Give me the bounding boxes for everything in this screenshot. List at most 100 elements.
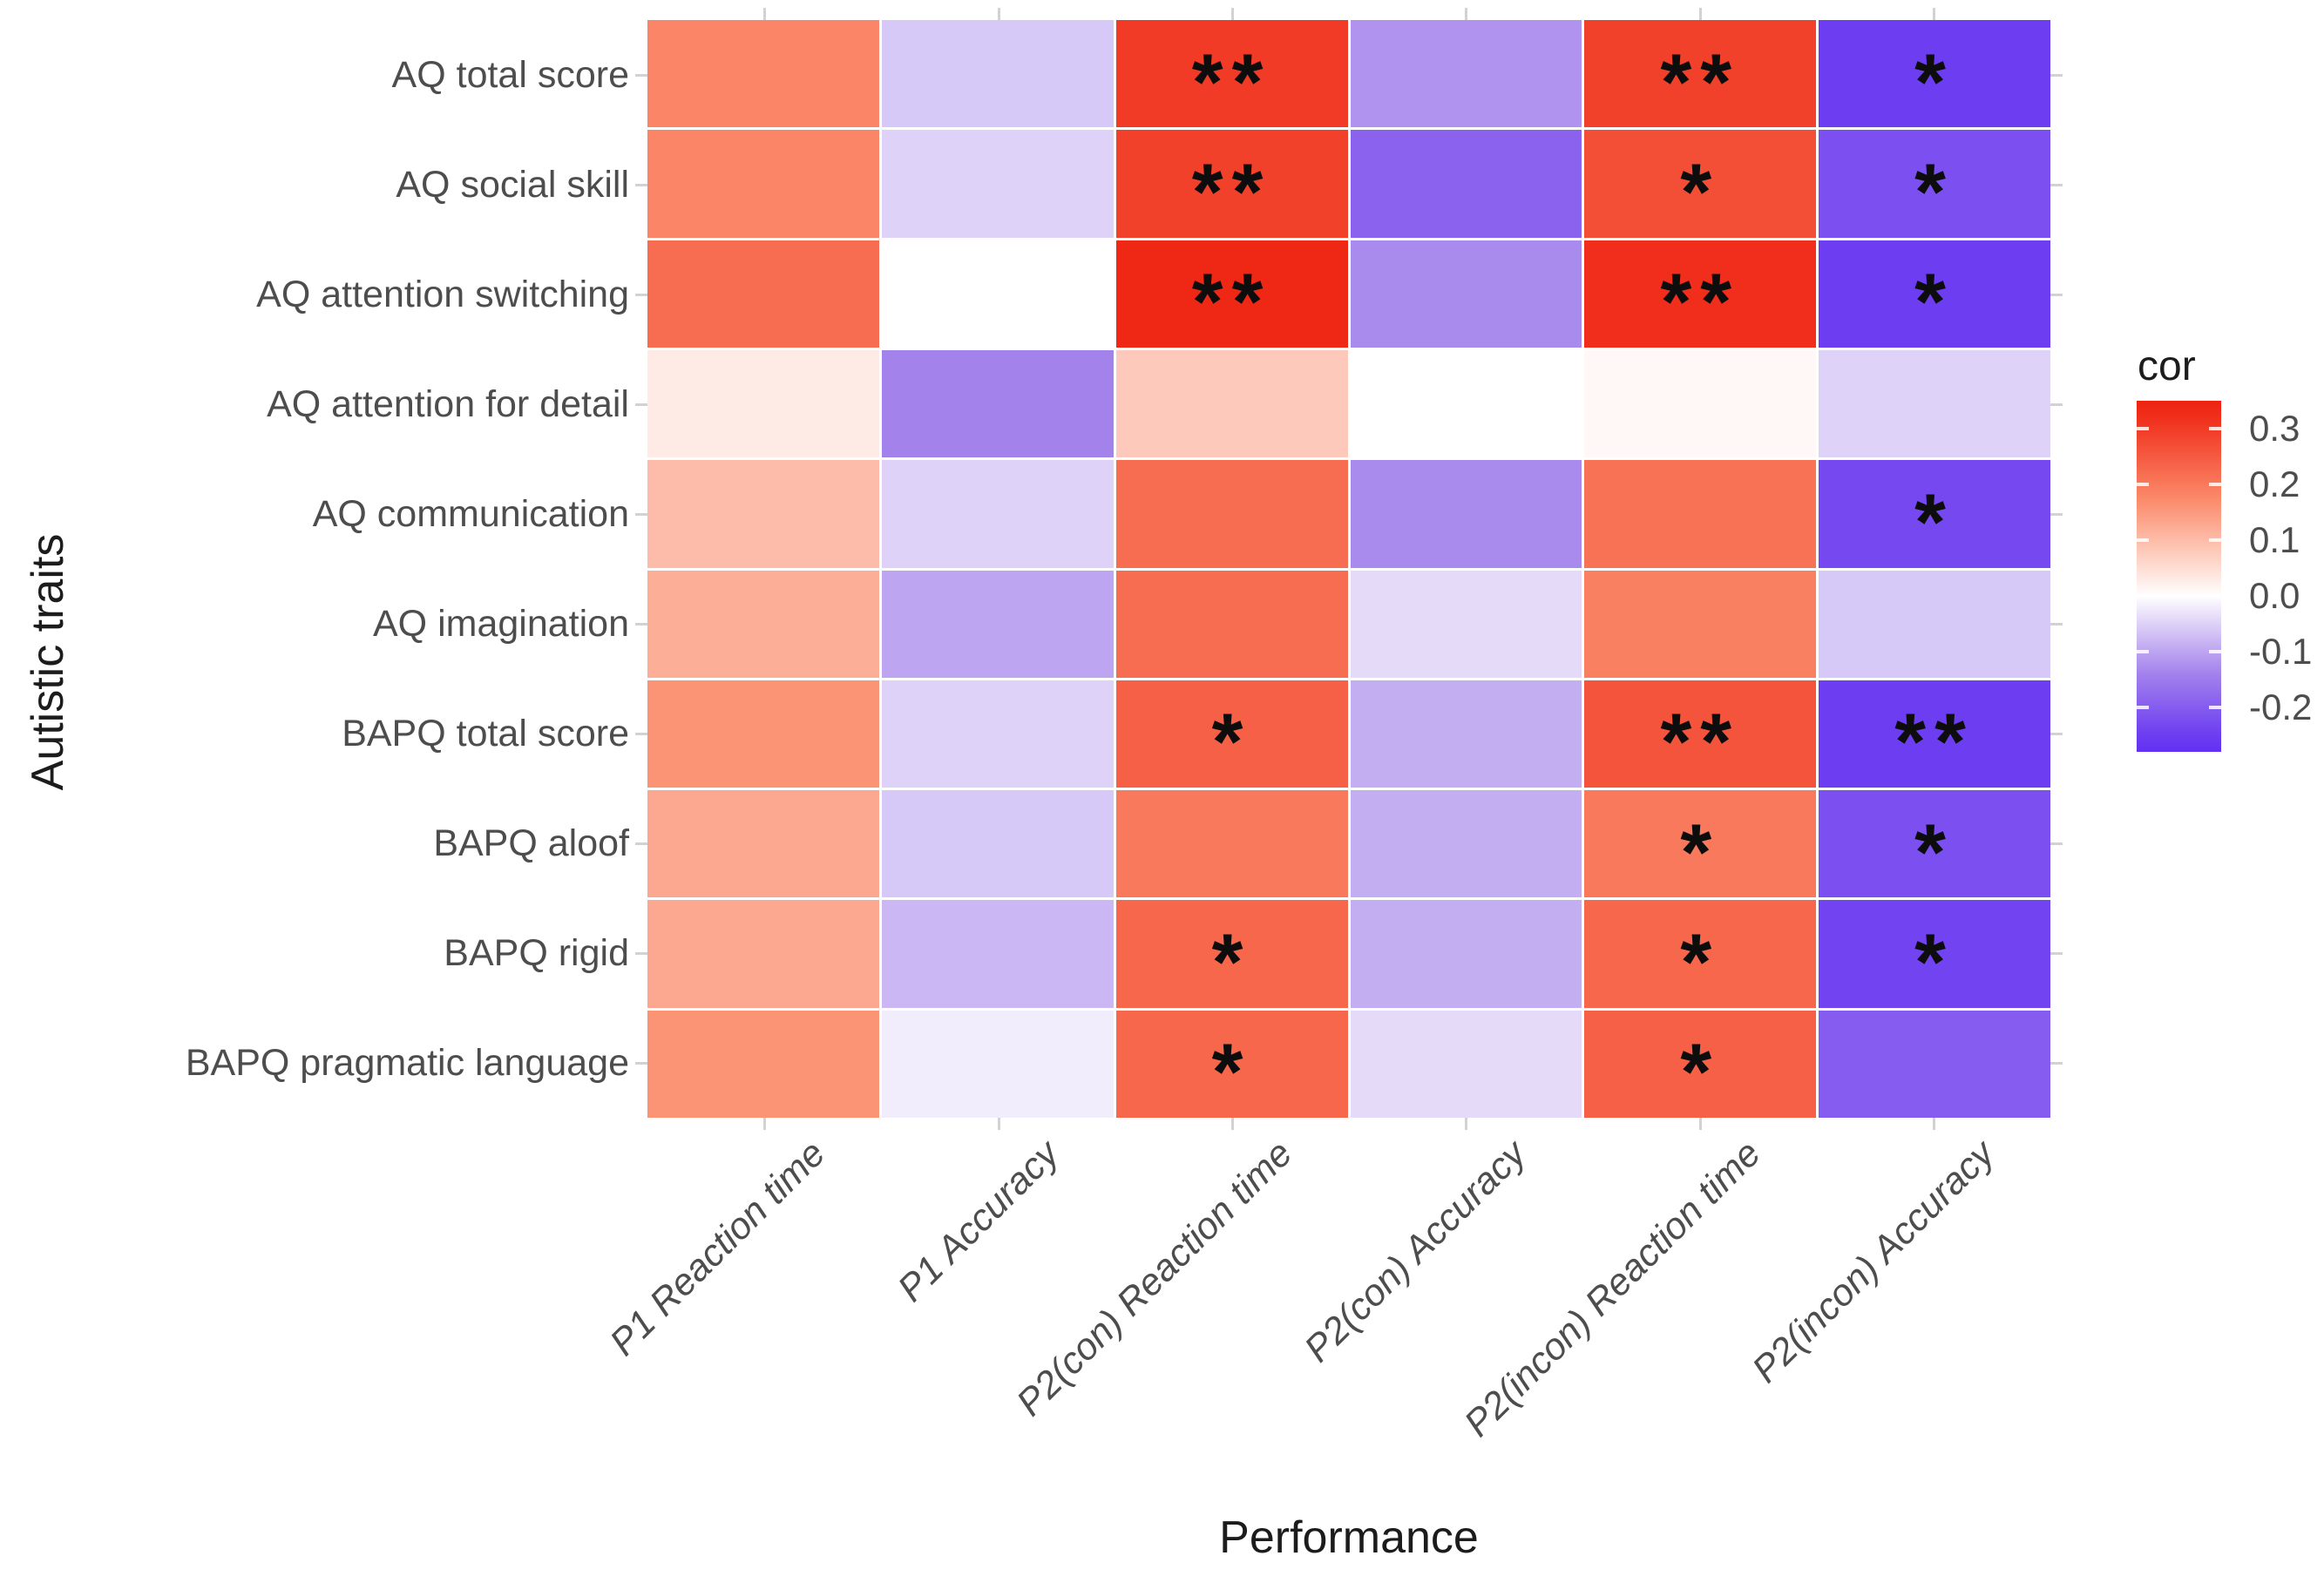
legend-tick-notch [2137,705,2149,709]
axis-tick-mark [635,1062,647,1065]
heatmap-cell: ** [1115,20,1348,128]
heatmap-cell: * [1819,790,2050,898]
heatmap-cell [881,680,1114,788]
heatmap-cell [647,1010,879,1118]
axis-tick-mark [1932,1118,1935,1130]
heatmap-cell [1350,1010,1582,1118]
legend-title: cor [2138,343,2196,389]
axis-tick-mark [1698,8,1702,20]
heatmap-cell [1819,570,2050,678]
heatmap-cell: * [1584,1010,1817,1118]
legend-tick-label: 0.2 [2249,463,2300,504]
heatmap-cell [1350,680,1582,788]
heatmap-cell: * [1584,130,1817,238]
heatmap-cell: ** [1115,130,1348,238]
axis-tick-mark [1465,1118,1468,1130]
axis-tick-mark [635,842,647,845]
significance-star: * [1914,808,1955,897]
axis-tick-mark [1465,8,1468,20]
heatmap-cell [1350,130,1582,238]
heatmap-cell [1350,240,1582,348]
y-tick-label: AQ communication [312,493,629,535]
significance-star: * [1914,258,1955,348]
axis-tick-mark [2050,842,2063,845]
significance-star: * [1680,147,1721,237]
heatmap-cell [647,130,879,238]
x-tick-label: P1 Reaction time [601,1133,834,1364]
heatmap-cell [881,130,1114,238]
axis-tick-mark [635,74,647,77]
axis-tick-mark [763,1118,767,1130]
heatmap-cell: * [1819,20,2050,128]
legend-gradient-bar [2137,401,2221,752]
axis-tick-mark [635,623,647,626]
x-tick-label: P1 Accuracy [889,1133,1067,1310]
significance-star: * [1211,1028,1252,1118]
legend-tick-label: 0.0 [2249,574,2300,616]
heatmap-cell [1350,790,1582,898]
significance-star: * [1211,918,1252,1008]
heatmap-cell [881,1010,1114,1118]
y-tick-label: AQ social skill [396,164,629,206]
axis-tick-mark [2050,1062,2063,1065]
heatmap-cell [1115,460,1348,568]
x-tick-label: P2(con) Accuracy [1297,1133,1535,1370]
heatmap-cell: ** [1584,240,1817,348]
legend-tick-notch [2209,538,2221,542]
legend-tick-notch [2209,426,2221,430]
significance-star: * [1680,918,1721,1008]
heatmap-cell [881,790,1114,898]
heatmap-cell [647,20,879,128]
heatmap-cell [647,680,879,788]
y-tick-label: BAPQ aloof [433,822,629,864]
axis-tick-mark [1698,1118,1702,1130]
heatmap-cell [1350,460,1582,568]
heatmap-cell: ** [1115,240,1348,348]
axis-tick-mark [997,1118,1000,1130]
heatmap-cell: * [1584,900,1817,1008]
heatmap-cell [647,570,879,678]
significance-star: ** [1660,258,1741,348]
y-tick-label: BAPQ pragmatic language [185,1042,629,1084]
heatmap-cell [647,460,879,568]
heatmap-panel: ** ** * ** * * ** ** * * * ** ** * * * * * * * [647,20,2050,1118]
axis-tick-mark [1230,8,1234,20]
heatmap-cell [1819,349,2050,458]
heatmap-cell [1584,460,1817,568]
heatmap-cell: * [1115,680,1348,788]
x-axis-title: Performance [1219,1512,1479,1563]
axis-tick-mark [635,294,647,296]
heatmap-cell [647,790,879,898]
significance-star: ** [1191,258,1272,348]
axis-tick-mark [1230,1118,1234,1130]
significance-star: * [1914,477,1955,567]
y-tick-label: AQ attention switching [256,274,629,315]
heatmap-cell: * [1819,240,2050,348]
significance-star: * [1914,918,1955,1008]
axis-tick-mark [2050,623,2063,626]
significance-star: ** [1660,698,1741,788]
significance-star: ** [1191,147,1272,237]
heatmap-cell [1115,349,1348,458]
y-tick-label: BAPQ total score [342,713,629,754]
significance-star: ** [1894,698,1975,788]
legend-tick-notch [2137,538,2149,542]
heatmap-cell: ** [1584,680,1817,788]
axis-tick-mark [997,8,1000,20]
legend-tick-notch [2209,705,2221,709]
legend-tick-notch [2137,649,2149,653]
heatmap-cell [881,460,1114,568]
y-tick-label: AQ total score [391,54,629,96]
axis-tick-mark [763,8,767,20]
heatmap-cell: * [1819,460,2050,568]
heatmap-cell [1350,20,1582,128]
heatmap-cell [647,900,879,1008]
heatmap-cell: * [1115,900,1348,1008]
heatmap-cell [881,349,1114,458]
heatmap-cell [1819,1010,2050,1118]
heatmap-cell [1350,570,1582,678]
axis-tick-mark [2050,952,2063,955]
significance-star: * [1914,147,1955,237]
legend-tick-notch [2209,593,2221,598]
